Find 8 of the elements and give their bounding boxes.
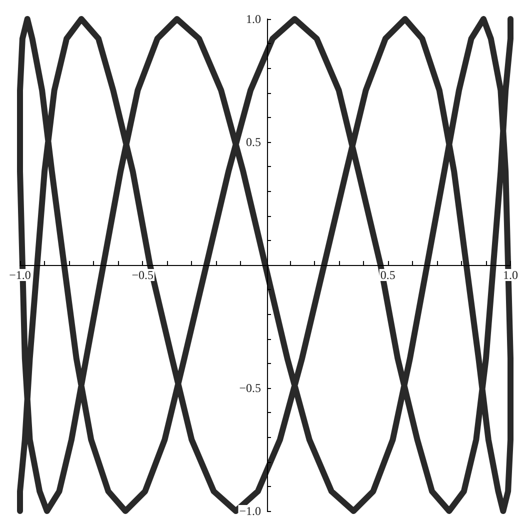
x-tick-label: 1.0 <box>503 268 518 282</box>
y-tick-label: 0.5 <box>246 135 261 149</box>
x-tick-label: 0.5 <box>380 268 396 282</box>
y-tick-label: −1.0 <box>239 504 261 518</box>
y-tick-label: −0.5 <box>239 381 261 395</box>
x-tick-label: −0.5 <box>132 268 154 282</box>
y-tick-label: 1.0 <box>246 12 261 26</box>
x-tick-label: −1.0 <box>9 268 31 282</box>
